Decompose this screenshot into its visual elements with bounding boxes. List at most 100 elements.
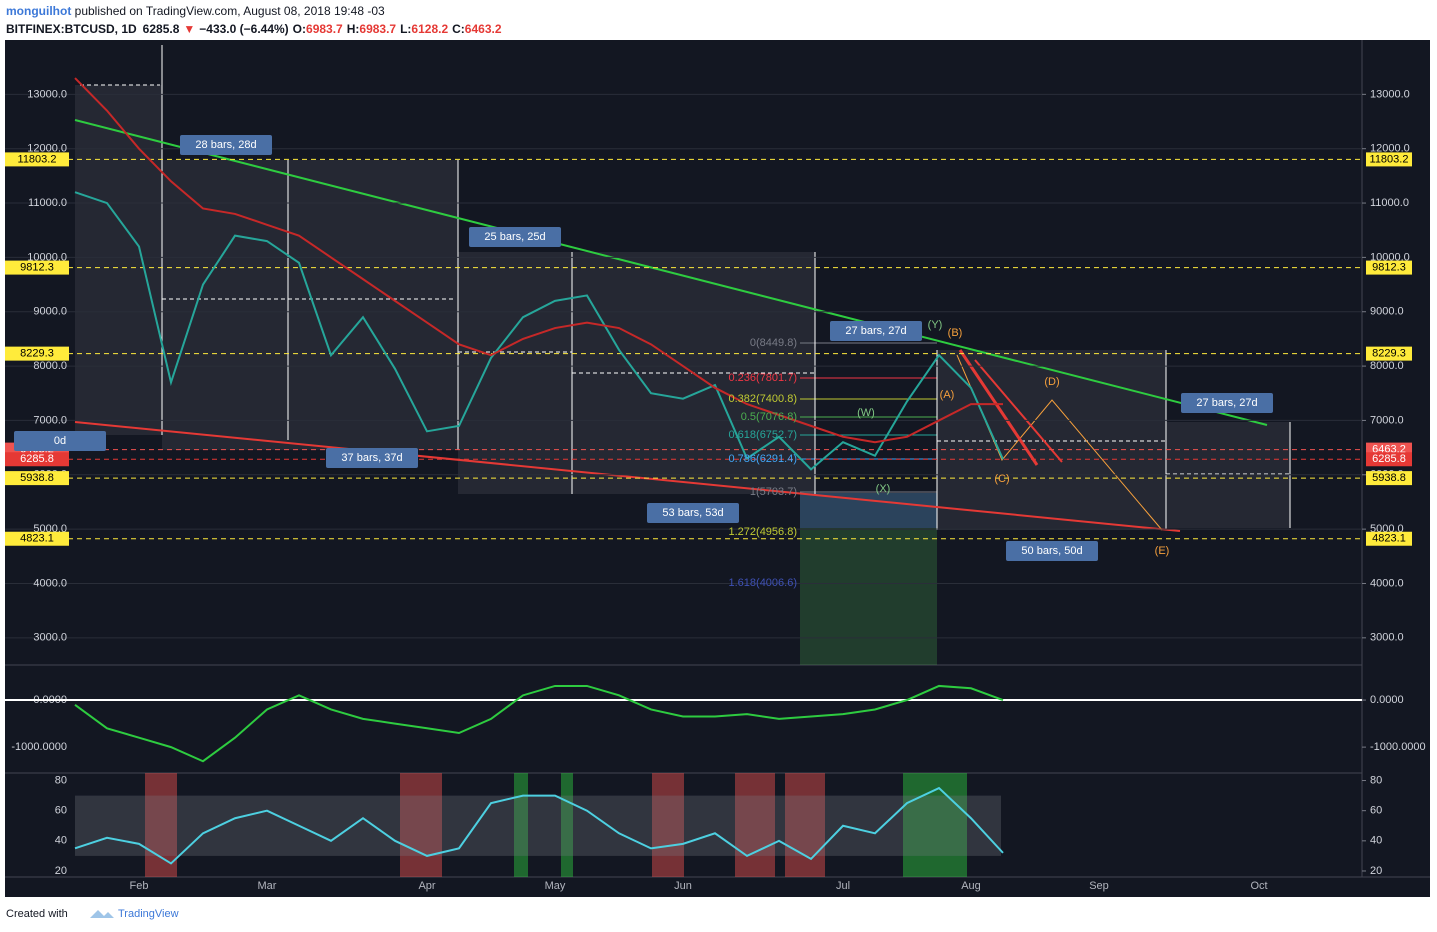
level-label: 8229.3	[20, 348, 54, 360]
bar-count-label: 27 bars, 27d	[1196, 397, 1257, 409]
y-tick-label-right: 12000.0	[1370, 143, 1410, 155]
series-line	[74, 786, 1004, 865]
change: −433.0 (−6.44%)	[199, 22, 288, 36]
level-label-right: 4823.1	[1372, 533, 1406, 545]
shade	[514, 773, 528, 877]
series-line	[74, 191, 1004, 471]
level-label-right: 6285.8	[1372, 453, 1406, 465]
level-box	[5, 531, 69, 546]
published: published on TradingView.com, August 08,…	[71, 4, 385, 18]
level-label-right: 5938.8	[1372, 472, 1406, 484]
ohlc-label: O:	[293, 22, 306, 36]
fib-label: 1.272(4956.8)	[729, 526, 798, 538]
bar-count-label: 25 bars, 25d	[484, 231, 545, 243]
trendline	[974, 359, 1063, 463]
x-tick-label: Mar	[258, 880, 277, 892]
y-tick-label-right: 7000.0	[1370, 414, 1404, 426]
y-tick-label: 7000.0	[33, 414, 67, 426]
chart-bg	[5, 40, 1430, 897]
bar-count-label: 0d	[54, 435, 66, 447]
wave-label: (W)	[857, 407, 875, 419]
level-label: 5938.8	[20, 472, 54, 484]
target-zone	[800, 493, 937, 665]
fib-label: 0.5(7076.8)	[741, 411, 797, 423]
level-label: 11803.2	[18, 153, 57, 165]
y-tick-label-right: 0.0000	[1370, 694, 1404, 706]
shade	[735, 773, 775, 877]
shade	[400, 773, 442, 877]
trendline	[74, 421, 1181, 532]
series-line	[74, 77, 1003, 444]
fib-label: 0.382(7400.8)	[729, 393, 798, 405]
x-tick-label: Sep	[1089, 880, 1109, 892]
level-box-right	[1366, 260, 1412, 275]
range-box	[937, 350, 1166, 530]
y-tick-label-right: 3000.0	[1370, 632, 1404, 644]
y-tick-label: 8000.0	[33, 360, 67, 372]
wave-label: (C)	[994, 473, 1009, 485]
level-box-right	[1366, 346, 1412, 361]
bar-count-label: 37 bars, 37d	[341, 452, 402, 464]
level-box-right	[1366, 452, 1412, 467]
bar-count-label: 27 bars, 27d	[845, 325, 906, 337]
bar-count-box	[469, 227, 561, 247]
wave-label: (Y)	[928, 319, 943, 331]
range-box	[162, 160, 458, 450]
level-box-right	[1366, 531, 1412, 546]
author[interactable]: monguilhot	[6, 4, 71, 18]
bar-count-label: 28 bars, 28d	[195, 139, 256, 151]
ohlc-value: 6983.7	[359, 22, 396, 36]
x-tick-label: Oct	[1250, 880, 1267, 892]
fib-label: 0.786(6291.4)	[729, 453, 798, 465]
y-tick-label-right: 80	[1370, 774, 1382, 786]
y-tick-label-right: 40	[1370, 835, 1382, 847]
bar-count-box	[1006, 541, 1098, 561]
fib-label: 1.618(4006.6)	[729, 577, 798, 589]
x-tick-label: Jul	[836, 880, 850, 892]
shade	[785, 773, 825, 877]
x-tick-label: Aug	[961, 880, 981, 892]
level-label: 4823.1	[20, 533, 54, 545]
target-zone	[800, 493, 937, 528]
fib-label: 1(5703.7)	[750, 486, 797, 498]
wave-label: (E)	[1155, 545, 1170, 557]
level-box	[5, 260, 69, 275]
wave-label: (X)	[876, 483, 891, 495]
level-label-right: 9812.3	[1372, 261, 1406, 273]
ohlc-label: C:	[452, 22, 465, 36]
wave-label: (A)	[940, 389, 955, 401]
header-line-1: monguilhot published on TradingView.com,…	[6, 4, 385, 18]
shade	[145, 773, 177, 877]
header-line-2: BITFINEX:BTCUSD, 1D 6285.8 ▼ −433.0 (−6.44%…	[6, 22, 502, 36]
bar-count-box	[830, 321, 922, 341]
y-tick-label: 40	[55, 835, 67, 847]
ohlc-value: 6983.7	[306, 22, 343, 36]
fib-label: 0(8449.8)	[750, 337, 797, 349]
arrow: ▼	[183, 22, 195, 36]
band	[75, 795, 1001, 856]
y-tick-label: 80	[55, 774, 67, 786]
level-label-right: 8229.3	[1372, 348, 1406, 360]
x-tick-label: Feb	[130, 880, 149, 892]
y-tick-label: 10000.0	[27, 251, 67, 263]
y-tick-label-right: 13000.0	[1370, 88, 1410, 100]
level-label: 6285.8	[20, 453, 54, 465]
bar-count-box	[1181, 393, 1273, 413]
x-tick-label: Jun	[674, 880, 692, 892]
y-tick-label: 20	[55, 865, 67, 877]
y-tick-label-right: 60	[1370, 805, 1382, 817]
logo	[90, 910, 114, 918]
symbol: BITFINEX:BTCUSD, 1D	[6, 22, 137, 36]
trendline	[74, 119, 1268, 426]
level-label-right: 11803.2	[1370, 153, 1409, 165]
footer-created: Created with	[6, 908, 68, 920]
footer-brand[interactable]: TradingView	[118, 908, 179, 920]
series-line	[74, 684, 1004, 763]
bar-count-label: 50 bars, 50d	[1021, 545, 1082, 557]
x-tick-label: Apr	[418, 880, 435, 892]
rsi-shading	[514, 773, 967, 877]
level-box-right	[1366, 152, 1412, 167]
y-tick-label-right: 4000.0	[1370, 577, 1404, 589]
level-label: 9812.3	[20, 261, 54, 273]
